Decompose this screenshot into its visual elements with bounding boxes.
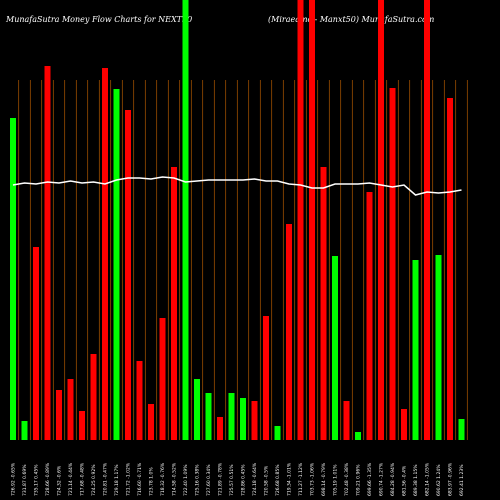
bar bbox=[56, 390, 62, 440]
money-flow-line bbox=[12, 176, 462, 196]
bar bbox=[240, 398, 246, 440]
x-tick-label: 725.16 0.38% bbox=[195, 464, 201, 496]
x-tick-label: 728.86 0.45% bbox=[241, 464, 247, 496]
bar bbox=[274, 426, 281, 440]
x-tick-label: 714.58 -0.52% bbox=[172, 462, 178, 496]
bar bbox=[332, 256, 338, 440]
x-tick-label: 724.32 -0.6% bbox=[57, 465, 63, 496]
bar bbox=[435, 255, 442, 440]
x-tick-label: 692.41 1.23% bbox=[459, 464, 465, 496]
bar bbox=[159, 318, 166, 440]
x-tick-label: 683.97 -0.96% bbox=[448, 462, 454, 496]
x-tick-label: 681.56 -0.4% bbox=[402, 465, 408, 496]
x-tick-label: 722.40 1.09% bbox=[183, 464, 189, 496]
bar bbox=[228, 393, 235, 440]
x-tick-label: 703.73 -1.06% bbox=[310, 462, 316, 496]
x-tick-label: 723.78 1.0% bbox=[149, 467, 155, 496]
bar bbox=[366, 192, 373, 440]
x-tick-label: 716.60 -0.71% bbox=[137, 462, 143, 496]
x-tick-label: 726.68 0.85% bbox=[275, 464, 281, 496]
bar bbox=[182, 0, 189, 440]
x-tick-label: 699.66 -1.35% bbox=[367, 462, 373, 496]
bar bbox=[378, 0, 384, 440]
bar bbox=[67, 379, 74, 440]
bar bbox=[148, 404, 154, 440]
chart-title: MunafaSutra Money Flow Charts for NEXT50 bbox=[5, 15, 192, 24]
x-tick-label: 718.32 -0.76% bbox=[160, 462, 166, 496]
bar bbox=[79, 411, 85, 440]
bar bbox=[125, 110, 131, 440]
x-tick-label: 711.27 -1.12% bbox=[298, 462, 304, 496]
bar bbox=[102, 68, 108, 440]
bar bbox=[286, 224, 292, 440]
x-tick-label: 726.92 -0.65% bbox=[11, 462, 17, 496]
x-tick-label: 721.89 -0.78% bbox=[218, 462, 224, 496]
x-tick-label: 682.14 -1.05% bbox=[425, 462, 431, 496]
bar bbox=[217, 417, 223, 440]
x-tick-label: 720.58 -0.5% bbox=[264, 465, 270, 496]
bar bbox=[205, 393, 212, 440]
bar bbox=[10, 118, 16, 440]
x-tick-label: 724.18 -0.64% bbox=[252, 462, 258, 496]
bar bbox=[251, 401, 258, 440]
x-tick-label: 721.14 -0.44% bbox=[68, 462, 74, 496]
bar bbox=[355, 432, 361, 440]
bar bbox=[136, 361, 143, 440]
bar bbox=[401, 409, 407, 440]
bar bbox=[389, 88, 396, 440]
bar bbox=[33, 247, 39, 440]
x-tick-label: 721.72 -1.02% bbox=[126, 462, 132, 496]
x-tick-label: 690.74 -1.27% bbox=[379, 462, 385, 496]
x-tick-label: 724.25 0.92% bbox=[91, 464, 97, 496]
x-tick-label: 725.57 0.51% bbox=[229, 464, 235, 496]
x-tick-label: 690.62 1.24% bbox=[436, 464, 442, 496]
bar bbox=[90, 354, 97, 440]
bar bbox=[171, 167, 177, 440]
bar bbox=[113, 89, 120, 440]
x-tick-label: 735.17 0.45% bbox=[34, 464, 40, 496]
x-tick-label: 720.81 -0.47% bbox=[103, 462, 109, 496]
bar bbox=[194, 379, 200, 440]
x-tick-label: 717.68 -0.48% bbox=[80, 462, 86, 496]
x-tick-label: 719.34 -1.01% bbox=[287, 462, 293, 496]
x-tick-label: 709.21 0.96% bbox=[356, 464, 362, 496]
x-tick-label: 728.66 -0.89% bbox=[45, 462, 51, 496]
x-tick-label: 731.87 0.69% bbox=[22, 464, 28, 496]
bar bbox=[21, 421, 28, 440]
bar bbox=[343, 401, 350, 440]
bar bbox=[297, 0, 304, 440]
x-tick-label: 727.60 0.34% bbox=[206, 464, 212, 496]
bar bbox=[44, 66, 51, 440]
bar bbox=[458, 419, 465, 440]
bar bbox=[447, 98, 453, 440]
bar bbox=[320, 167, 327, 440]
bar bbox=[309, 0, 315, 440]
x-tick-label: 729.18 1.17% bbox=[114, 464, 120, 496]
x-tick-label: 702.48 -0.38% bbox=[344, 462, 350, 496]
chart-subtitle: (Miraeamc - Manxt50) MunafaSutra.com bbox=[268, 15, 435, 24]
x-tick-label: 684.28 -0.94% bbox=[390, 462, 396, 496]
bar bbox=[424, 0, 430, 440]
x-tick-label: 705.19 1.01% bbox=[333, 464, 339, 496]
bar bbox=[412, 260, 419, 440]
x-tick-label: 689.38 1.15% bbox=[413, 464, 419, 496]
x-tick-label: 698.14 -0.79% bbox=[321, 462, 327, 496]
bar bbox=[263, 316, 269, 440]
